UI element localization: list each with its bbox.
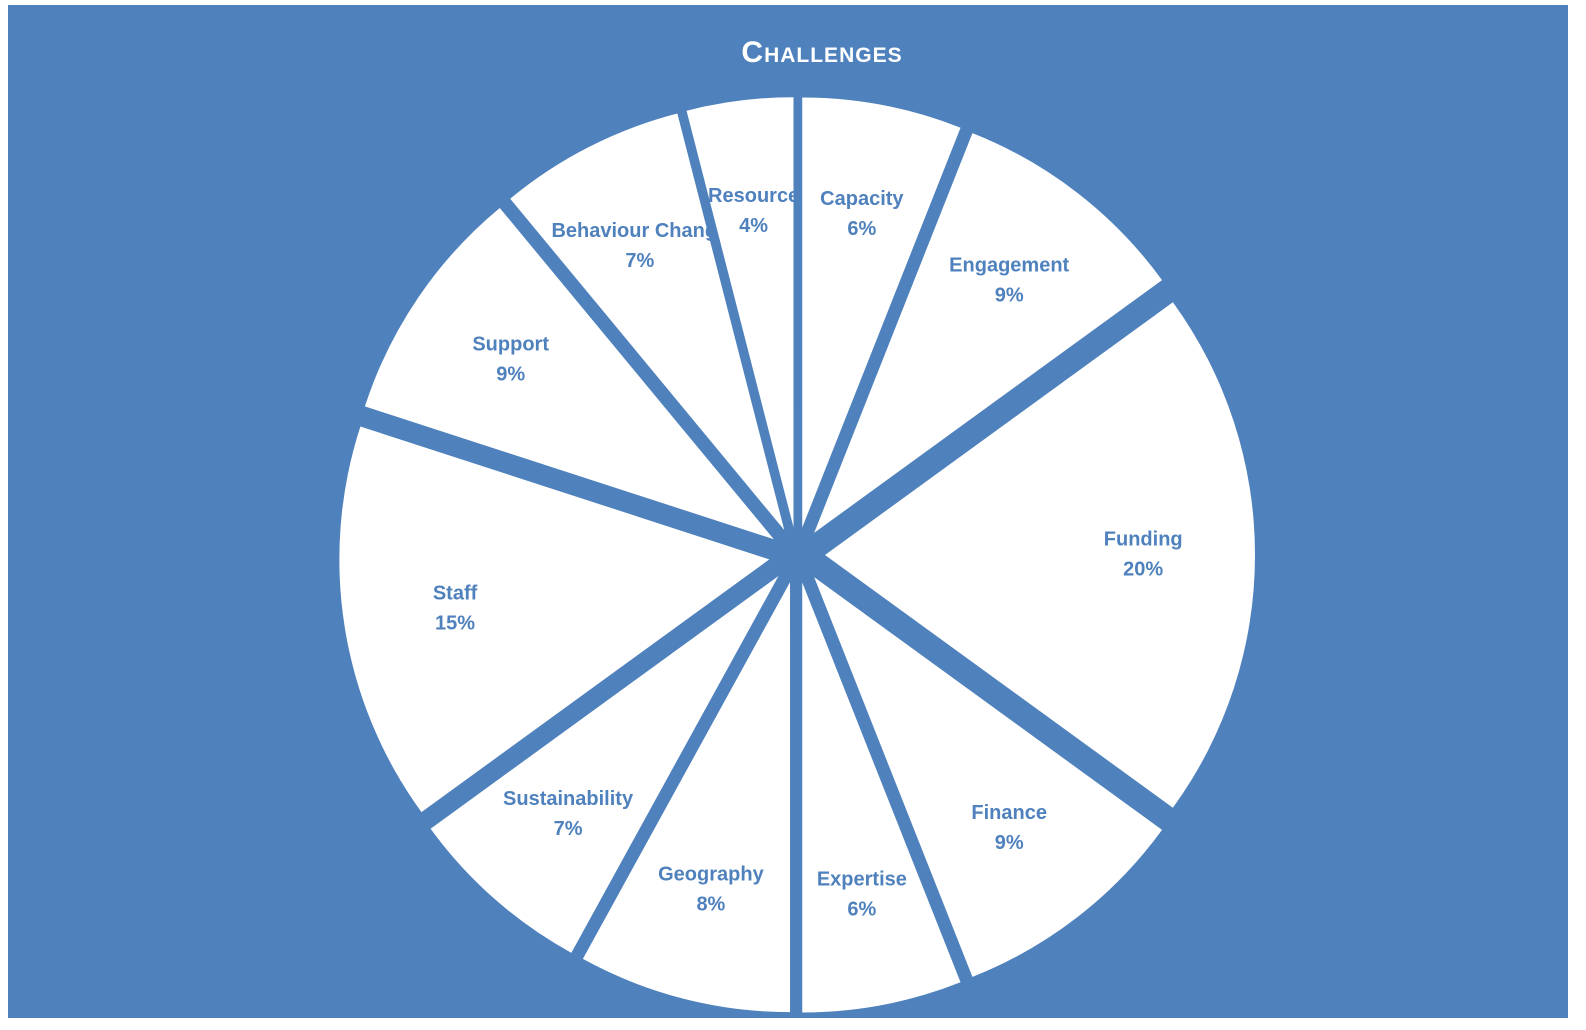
- slice-category-label: Engagement: [949, 255, 1069, 277]
- pie-slice: [814, 577, 1163, 977]
- pie-slice: [339, 426, 770, 813]
- slice-category-label: Capacity: [820, 188, 904, 210]
- slice-value-label: 7%: [625, 250, 654, 272]
- slice-value-label: 6%: [847, 218, 876, 240]
- slice-value-label: 15%: [435, 612, 475, 634]
- slice-category-label: Geography: [658, 864, 764, 886]
- slice-value-label: 9%: [995, 832, 1024, 854]
- pie-slice: [802, 582, 961, 1013]
- pie-slice: [802, 97, 961, 528]
- pie-slice: [510, 113, 785, 531]
- pie-slice: [686, 97, 794, 528]
- slice-category-label: Support: [472, 334, 549, 356]
- slice-value-label: 8%: [696, 894, 725, 916]
- slice-value-label: 20%: [1123, 558, 1163, 580]
- pie-slice: [825, 302, 1256, 808]
- pie-slice: [364, 207, 774, 540]
- pie-slice: [430, 576, 779, 953]
- slice-category-label: Finance: [971, 802, 1047, 824]
- slice-category-label: Expertise: [817, 868, 907, 890]
- pie-slice: [814, 133, 1163, 533]
- slice-category-label: Behaviour Change: [551, 220, 728, 242]
- slice-value-label: 9%: [496, 364, 525, 386]
- slice-category-label: Staff: [433, 582, 478, 604]
- slice-value-label: 6%: [847, 898, 876, 920]
- slice-value-label: 9%: [995, 285, 1024, 307]
- chart-title: Challenges: [741, 36, 902, 69]
- pie-slice: [582, 582, 791, 1013]
- slice-category-label: Funding: [1104, 528, 1183, 550]
- slice-category-label: Sustainability: [503, 788, 634, 810]
- slice-value-label: 7%: [554, 818, 583, 840]
- slice-category-label: Resource: [708, 185, 799, 207]
- slice-value-label: 4%: [739, 215, 768, 237]
